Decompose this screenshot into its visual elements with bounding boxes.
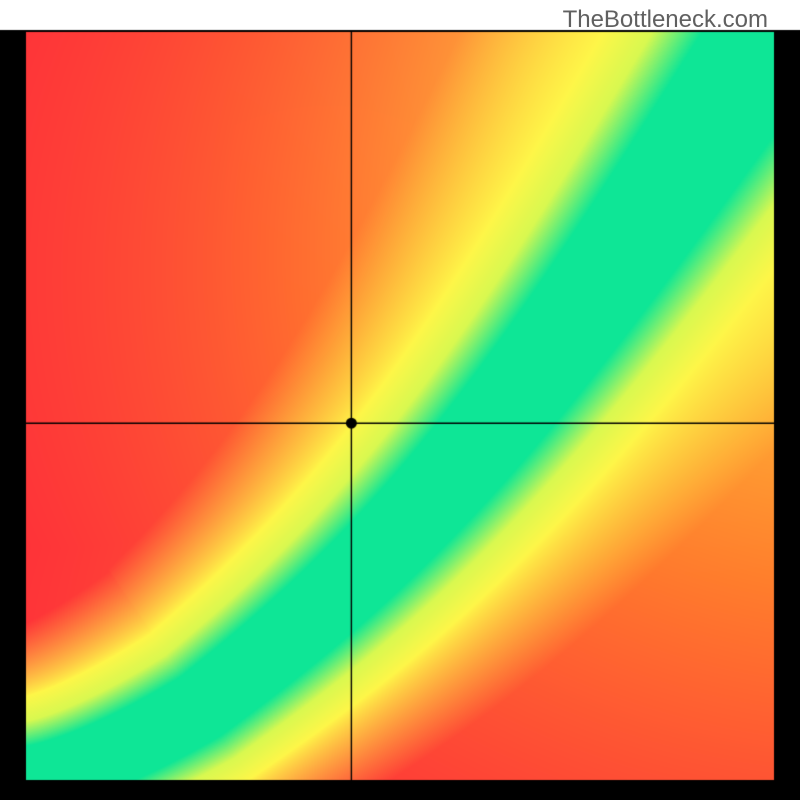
- heatmap-canvas: [0, 0, 800, 800]
- watermark-text: TheBottleneck.com: [563, 6, 768, 34]
- chart-container: TheBottleneck.com: [0, 0, 800, 800]
